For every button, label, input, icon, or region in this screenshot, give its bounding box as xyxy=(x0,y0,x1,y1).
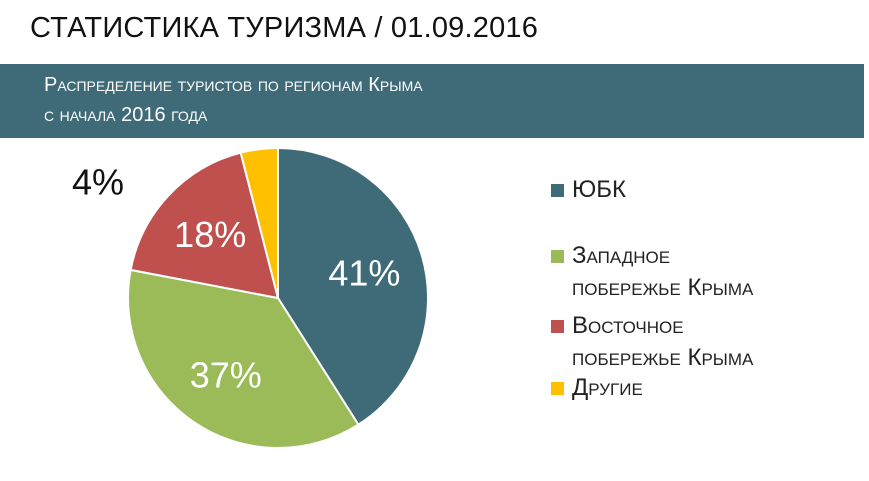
legend-swatch xyxy=(551,250,564,263)
legend-label: Восточное побережье Крыма xyxy=(572,310,753,374)
page-title: СТАТИСТИКА ТУРИЗМА / 01.09.2016 xyxy=(30,12,539,44)
data-label-yubk: 41% xyxy=(328,252,400,293)
legend-label-line: Западное xyxy=(572,242,671,269)
pie-slice-east-coast xyxy=(129,151,280,300)
legend-label: ЮБК xyxy=(572,174,626,206)
data-label-other: 4% xyxy=(72,162,124,203)
chart-title-line-1: Распределение туристов по регионам Крыма xyxy=(44,74,423,96)
legend-swatch xyxy=(551,184,564,197)
legend-label: Западное побережье Крыма xyxy=(572,240,753,304)
pie-slice-west-coast xyxy=(127,268,360,449)
chart-title-banner: Распределение туристов по регионам Крыма… xyxy=(0,64,864,138)
legend-label-line: побережье Крыма xyxy=(572,274,754,301)
pie-slice-other xyxy=(239,146,279,299)
chart-title-line-2: с начала 2016 года xyxy=(44,104,208,126)
pie-chart: 41% 37% 18% 4% xyxy=(72,146,429,449)
legend-label: Другие xyxy=(572,372,643,404)
legend-label-line: Восточное xyxy=(572,312,684,339)
data-label-west-coast: 37% xyxy=(190,354,262,395)
data-label-east-coast: 18% xyxy=(174,214,246,255)
legend-label-line: ЮБК xyxy=(572,176,626,203)
legend-swatch xyxy=(551,382,564,395)
legend-swatch xyxy=(551,320,564,333)
legend-label-line: Другие xyxy=(572,374,643,401)
legend-label-line: побережье Крыма xyxy=(572,344,754,371)
